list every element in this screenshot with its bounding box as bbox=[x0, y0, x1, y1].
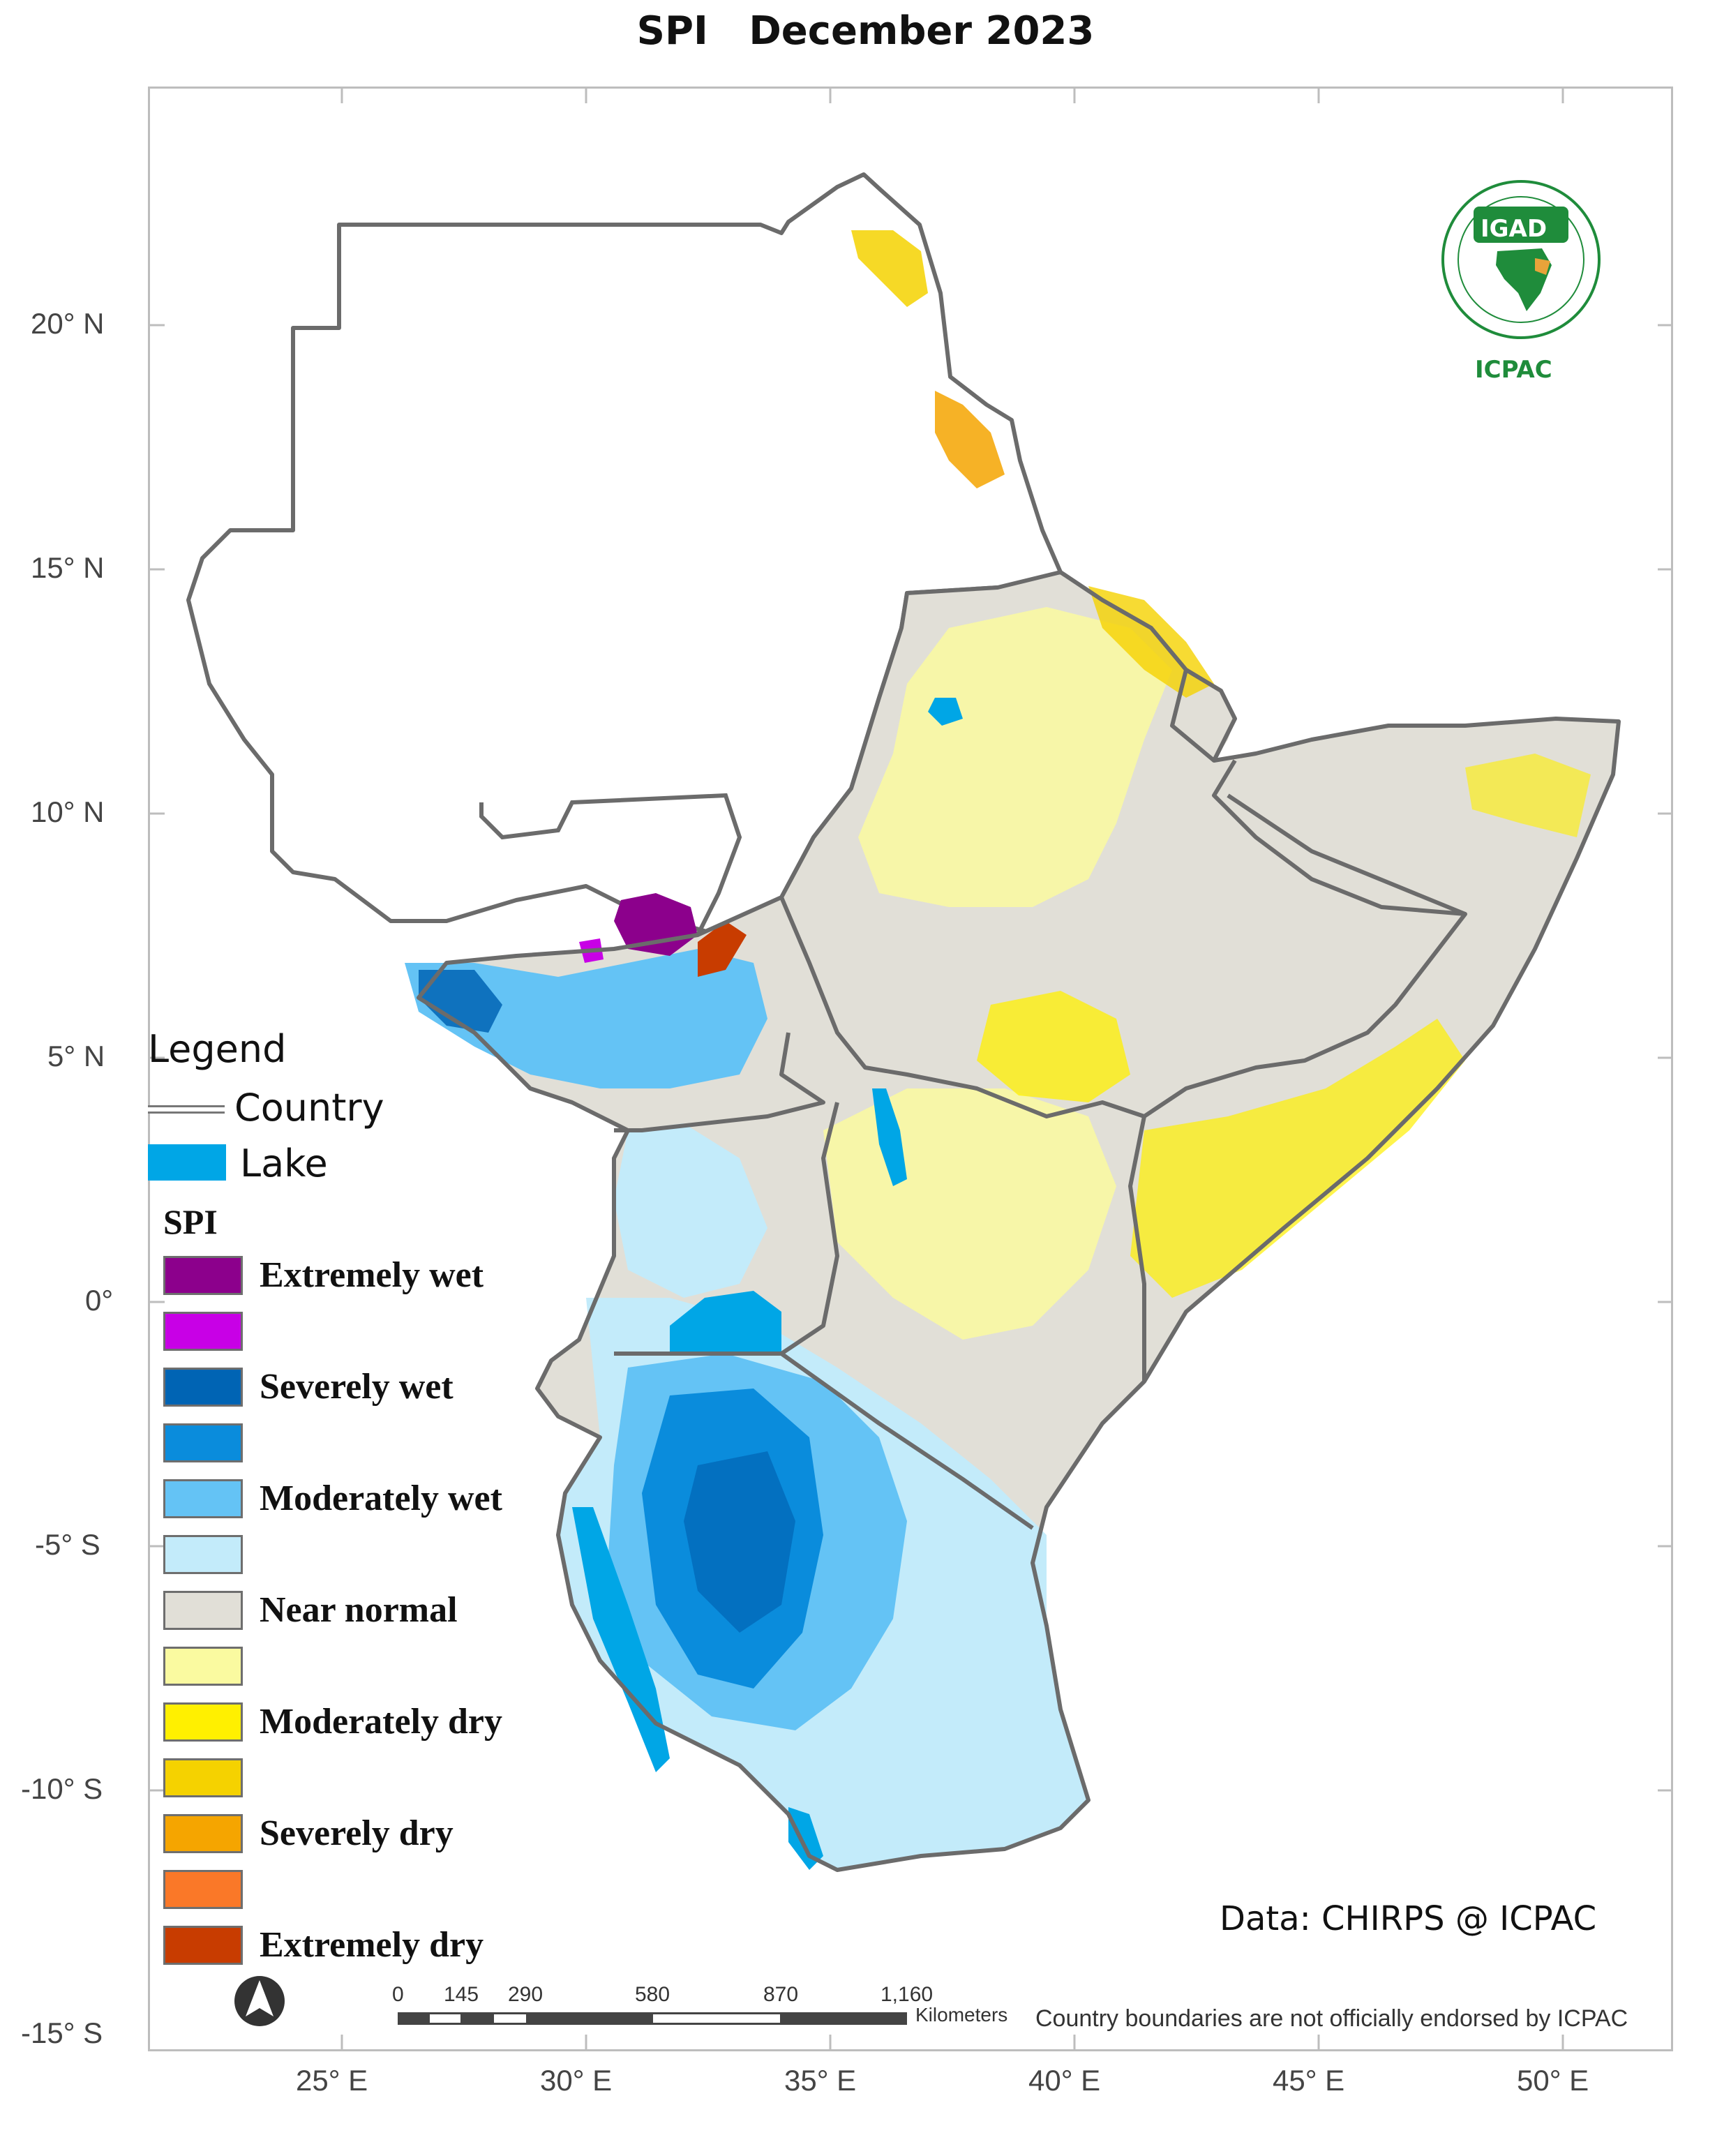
lat-label-5s: -5° S bbox=[35, 1528, 100, 1561]
spi-swatch bbox=[163, 1870, 243, 1909]
spi-swatch bbox=[163, 1926, 243, 1965]
dry-region-ethiopia bbox=[858, 607, 1172, 907]
lon-label-25e: 25° E bbox=[296, 2064, 368, 2097]
scale-label-870: 870 bbox=[763, 1983, 799, 2006]
spi-swatch bbox=[163, 1758, 243, 1797]
lon-label-45e: 45° E bbox=[1273, 2064, 1345, 2097]
country-boundaries bbox=[417, 570, 1621, 1872]
map-frame bbox=[148, 87, 1673, 2051]
lat-label-0: 0° bbox=[85, 1284, 114, 1317]
scale-label-580: 580 bbox=[635, 1983, 670, 2006]
spi-swatch bbox=[163, 1368, 243, 1407]
spi-swatch bbox=[163, 1256, 243, 1295]
spi-swatch bbox=[163, 1814, 243, 1853]
spi-swatch bbox=[163, 1535, 243, 1574]
wet-region-south-sudan-severe bbox=[419, 970, 502, 1033]
dry-region-somalia bbox=[1130, 1019, 1465, 1298]
scale-label-1160: 1,160 bbox=[881, 1983, 934, 2006]
lake-turkana bbox=[872, 1088, 907, 1186]
spi-swatch bbox=[163, 1312, 243, 1351]
scale-bar bbox=[398, 2012, 907, 2025]
legend-spi-title: SPI bbox=[163, 1202, 218, 1241]
dry-region-somaliland bbox=[1465, 754, 1591, 837]
dry-region-central-ethiopia bbox=[977, 991, 1130, 1102]
spi-class-label: Severely dry bbox=[260, 1813, 454, 1853]
legend-lake-label: Lake bbox=[240, 1141, 328, 1185]
lake-tanganyika bbox=[572, 1507, 670, 1772]
boundary-disclaimer: Country boundaries are not officially en… bbox=[1035, 2005, 1628, 2032]
wet-region-tanzania-core bbox=[684, 1451, 795, 1633]
spi-class-label: Extremely dry bbox=[260, 1925, 484, 1965]
spi-swatch bbox=[163, 1702, 243, 1742]
scale-label-0: 0 bbox=[392, 1983, 404, 2006]
lake-victoria bbox=[670, 1291, 781, 1354]
lat-label-10s: -10° S bbox=[21, 1772, 103, 1805]
lon-label-35e: 35° E bbox=[784, 2064, 857, 2097]
sudan-boundary bbox=[479, 793, 742, 936]
dry-region-red-sea bbox=[851, 230, 928, 307]
lat-label-15s: -15° S bbox=[21, 2016, 103, 2049]
spi-class-label: Severely wet bbox=[260, 1367, 454, 1407]
spi-swatch bbox=[163, 1591, 243, 1630]
legend-country-line bbox=[148, 1105, 225, 1114]
logo-igad-text: IGAD bbox=[1481, 215, 1548, 243]
lon-label-50e: 50° E bbox=[1517, 2064, 1589, 2097]
wet-region-uganda bbox=[614, 1123, 767, 1298]
spi-swatch bbox=[163, 1479, 243, 1518]
north-arrow-icon bbox=[234, 1976, 285, 2026]
extreme-dry-patch bbox=[698, 921, 747, 977]
logo-icpac-text: ICPAC bbox=[1475, 356, 1552, 384]
scale-label-290: 290 bbox=[508, 1983, 544, 2006]
spi-class-label: Moderately dry bbox=[260, 1702, 503, 1742]
spi-swatch bbox=[163, 1423, 243, 1462]
lake-tana bbox=[928, 698, 963, 726]
spi-class-label: Moderately wet bbox=[260, 1478, 502, 1518]
igad-icpac-logo bbox=[1441, 180, 1601, 339]
tick-marks bbox=[148, 87, 1673, 2051]
legend-country-label: Country bbox=[234, 1086, 384, 1130]
data-credit: Data: CHIRPS @ ICPAC bbox=[1220, 1899, 1597, 1938]
lon-label-30e: 30° E bbox=[540, 2064, 613, 2097]
lat-label-20n: 20° N bbox=[31, 307, 105, 340]
lon-label-40e: 40° E bbox=[1028, 2064, 1101, 2097]
lat-label-10n: 10° N bbox=[31, 795, 105, 828]
map-title: SPI December 2023 bbox=[636, 8, 1095, 54]
lake-malawi bbox=[788, 1807, 823, 1870]
spi-class-label: Near normal bbox=[260, 1590, 458, 1630]
scale-unit: Kilometers bbox=[915, 2004, 1008, 2026]
legend-title: Legend bbox=[148, 1027, 287, 1071]
dry-region-eritrea-coast bbox=[1088, 586, 1214, 698]
lat-label-15n: 15° N bbox=[31, 551, 105, 584]
legend-lake-swatch bbox=[148, 1144, 226, 1181]
spi-class-label: Extremely wet bbox=[260, 1255, 484, 1295]
dry-region-eritrea bbox=[935, 391, 1005, 488]
scale-label-145: 145 bbox=[444, 1983, 479, 2006]
lat-label-5n: 5° N bbox=[47, 1040, 105, 1072]
spi-swatch bbox=[163, 1647, 243, 1686]
